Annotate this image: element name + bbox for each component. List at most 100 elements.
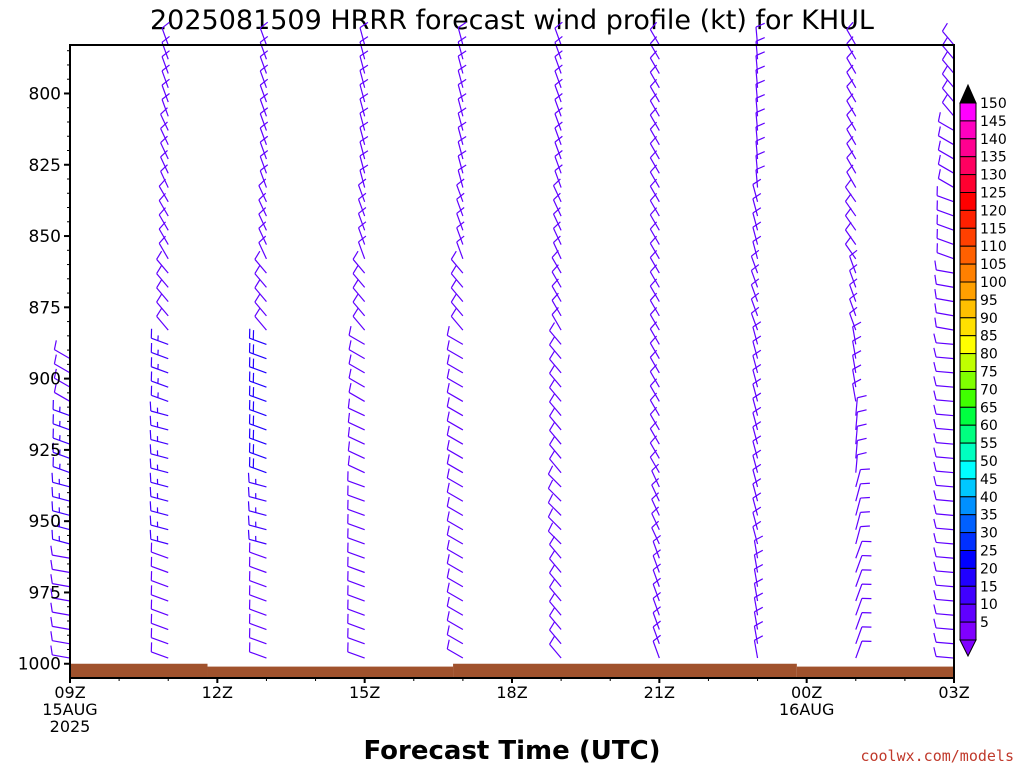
wind-barb-shaft [554, 27, 562, 46]
wind-barb-flag [549, 393, 556, 403]
wind-barb-flag [161, 35, 170, 43]
wind-barb-shaft [150, 524, 169, 531]
wind-barb-shaft [651, 484, 660, 502]
colorbar-label: 10 [980, 597, 998, 613]
colorbar-label: 115 [980, 221, 1007, 237]
x-tick-label: 00Z [791, 683, 822, 702]
wind-barb-flag [50, 588, 53, 598]
wind-barb-shaft [258, 213, 267, 231]
wind-barb-shaft [447, 577, 464, 588]
wind-barb-flag [51, 472, 54, 483]
wind-barb-flag [160, 164, 168, 172]
wind-barb-shaft [852, 340, 857, 359]
wind-barb-flag [754, 535, 764, 542]
colorbar-label: 60 [980, 418, 998, 434]
wind-barb-shaft [457, 55, 464, 74]
wind-barb-shaft [52, 625, 71, 631]
plot-background [70, 45, 954, 678]
barb-column [933, 22, 955, 659]
wind-barb-flag [649, 349, 658, 358]
wind-barb-flag [50, 574, 53, 584]
colorbar-swatch [959, 442, 977, 462]
wind-barb-flag [259, 135, 269, 143]
wind-barb-shaft [649, 285, 660, 302]
wind-barb-shaft [938, 121, 955, 132]
wind-barb-flag [933, 547, 937, 557]
wind-barb-flag [254, 265, 261, 274]
wind-barb-shaft [936, 613, 955, 616]
wind-barb-flag [446, 411, 450, 422]
wind-barb-shaft [652, 640, 660, 659]
wind-barb-flag [358, 207, 367, 214]
colorbar-swatch [959, 550, 977, 569]
wind-barb-flag [551, 250, 559, 258]
wind-barb-shaft [259, 99, 268, 117]
wind-barb-shaft [755, 84, 759, 103]
wind-barb-shaft [551, 299, 562, 317]
wind-barb-shaft [150, 438, 169, 445]
wind-barb-flag [446, 511, 450, 521]
wind-barb-flag [852, 321, 862, 328]
wind-barb-shaft [936, 499, 955, 502]
wind-barb-flag [348, 340, 352, 350]
wind-barb-shaft [359, 27, 366, 46]
wind-barb-shaft [547, 502, 562, 516]
wind-barb-shaft [755, 98, 759, 117]
wind-barb-shaft [54, 377, 71, 388]
wind-barb-shaft [259, 113, 268, 131]
wind-barb-shaft [249, 622, 267, 631]
wind-barb-flag [554, 35, 563, 43]
wind-barb-shaft [549, 601, 562, 616]
wind-barb-flag [347, 398, 351, 409]
wind-barb-flag [933, 461, 937, 472]
wind-barb-flag [149, 487, 152, 497]
wind-barb-flag [160, 135, 168, 144]
wind-barb-flag [247, 472, 250, 483]
wind-barb-flag [860, 525, 870, 528]
wind-barb-shaft [357, 198, 366, 217]
wind-barb-shaft [846, 157, 857, 174]
wind-barb-flag [457, 164, 467, 171]
wind-barb-flag [547, 465, 554, 475]
wind-barb-flag [553, 178, 561, 186]
wind-barb-flag [149, 401, 152, 412]
wind-barb-flag [752, 192, 762, 200]
wind-barb-shaft [554, 156, 562, 174]
wind-barb-shaft [649, 157, 660, 174]
wind-barb-shaft [249, 565, 267, 574]
wind-barb-flag [549, 536, 556, 545]
wind-barb-flag [359, 121, 369, 128]
wind-barb-shaft [447, 434, 464, 445]
wind-barb-shaft [151, 380, 169, 388]
wind-barb-shaft [549, 387, 562, 402]
wind-barb-flag [649, 221, 658, 230]
wind-barb-shaft [158, 200, 169, 217]
x-tick-label: 2025 [50, 717, 91, 736]
wind-barb-flag [457, 150, 467, 157]
colorbar-swatch [959, 317, 977, 337]
colorbar-label: 15 [980, 579, 998, 595]
wind-barb-shaft [649, 428, 660, 445]
surface-layer [70, 663, 954, 678]
wind-barb-shaft [52, 423, 71, 431]
wind-barb-flag [456, 221, 465, 229]
y-tick-label: 950 [29, 512, 61, 532]
wind-barb-shaft [855, 469, 862, 488]
wind-barb-flag [752, 178, 762, 185]
wind-barb-flag [860, 468, 870, 471]
colorbar-label: 145 [980, 114, 1007, 130]
wind-barb-flag [51, 501, 54, 511]
wind-barb-shaft [752, 184, 759, 202]
wind-barb-flag [941, 22, 948, 32]
wind-barb-shaft [649, 414, 660, 431]
wind-barb-flag [161, 64, 170, 72]
wind-barb-shaft [649, 242, 660, 260]
wind-barb-shaft [258, 242, 267, 260]
colorbar-swatch [959, 406, 977, 426]
y-tick-label: 1000 [18, 655, 61, 675]
wind-barb-shaft [852, 383, 857, 402]
wind-barb-flag [844, 193, 852, 202]
wind-barb-shaft [549, 643, 562, 659]
wind-barb-flag [941, 79, 948, 89]
wind-barb-shaft [649, 86, 660, 103]
